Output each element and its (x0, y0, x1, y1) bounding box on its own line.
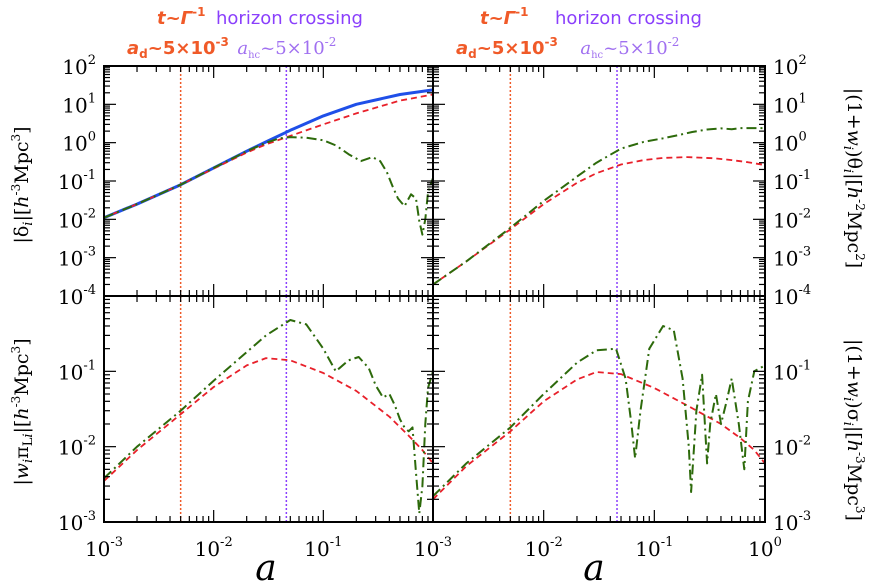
y-tick-label: 100 (773, 130, 807, 156)
y-tick-label: 101 (773, 91, 807, 117)
panel-frame-bottom-right (432, 295, 766, 523)
series-matter-bottom-right (433, 371, 765, 500)
svg-text:ad~5×10-3 ahc~5×10-2: ad~5×10-3 ahc~5×10-2 (127, 30, 336, 61)
y-tick-label: 10-1 (773, 358, 811, 384)
x-tick-label: 10-2 (195, 535, 233, 561)
series-matter-top-right (433, 156, 765, 286)
series-matter-top-left (104, 93, 433, 219)
svg-text:t~Γ-1 horizon crossing: t~Γ-1 horizon crossing (480, 0, 702, 29)
y-tick-label: 10-2 (773, 434, 811, 460)
y-tick-label: 10-2 (773, 206, 811, 232)
y-tick-label: 10-4 (773, 283, 811, 309)
decay-time-label: t~Γ (157, 8, 194, 29)
panel-bottom-left: 10-1 10-2 10-3 (58, 295, 434, 535)
xlabel-left: a (255, 548, 276, 587)
panel-frame-top-left (103, 65, 434, 297)
series-total-top-left (104, 88, 433, 220)
panel-top-right: 102 101 100 10-1 10-2 10-3 10-4 (432, 53, 811, 309)
plot-layer: 10210110010-110-210-310-410210110010-110… (58, 53, 811, 561)
series-matter-bottom-left (104, 357, 433, 482)
panel-bottom-right: 10-1 10-2 10-3 (432, 295, 811, 535)
y-tick-label: 102 (773, 53, 807, 79)
y-tick-label: 10-3 (58, 245, 96, 271)
y-tick-label: 10-1 (58, 358, 96, 384)
ylabel-top-left: |δi|[h-3Mpc3] (9, 126, 36, 243)
horizon-crossing-label: horizon crossing (216, 8, 363, 29)
x-tick-label: 10-3 (85, 535, 123, 561)
x-tick-label: 10-1 (635, 535, 673, 561)
x-tick-label: 10-2 (525, 535, 563, 561)
annotation-right: t~Γ-1 horizon crossing ad~5×10-3 ahc~5×1… (456, 0, 702, 61)
ylabel-bottom-right: |(1+wi)σi|[h-3Mpc3] (840, 339, 867, 521)
annotation-left: t~Γ-1 horizon crossing ad~5×10-3 ahc~5×1… (127, 0, 363, 61)
series-dark_radiation-top-left (104, 136, 433, 236)
x-tick-label: 10-3 (414, 535, 452, 561)
y-tick-label: 102 (62, 53, 96, 79)
panel-top-left: 102 101 100 10-1 10-2 10-3 10-4 (58, 53, 434, 309)
xlabel-right: a (583, 548, 604, 587)
svg-text:t~Γ-1 horizon crossing: t~Γ-1 horizon crossing (157, 0, 363, 29)
x-tick-label: 100 (748, 535, 782, 561)
y-tick-label: 100 (62, 130, 96, 156)
series-dark_radiation-bottom-left (104, 319, 433, 515)
y-tick-label: 10-2 (58, 206, 96, 232)
panel-frame-top-right (432, 65, 766, 297)
ylabel-bottom-left: |wiπLi|[h-3Mpc3] (9, 338, 36, 485)
y-tick-label: 10-1 (773, 168, 811, 194)
y-tick-label: 10-1 (58, 168, 96, 194)
y-tick-label: 10-3 (773, 509, 811, 535)
y-tick-label: 101 (62, 91, 96, 117)
panel-frame-bottom-left (103, 295, 434, 523)
y-tick-label: 10-3 (773, 245, 811, 271)
svg-text:ad~5×10-3 ahc~5×10-2: ad~5×10-3 ahc~5×10-2 (456, 30, 679, 61)
ylabel-top-right: |(1+wi)θi|[h-2Mpc2] (840, 88, 867, 268)
series-dark_radiation-bottom-right (433, 325, 765, 497)
y-tick-label: 10-3 (58, 509, 96, 535)
decay-time-sup: -1 (192, 5, 205, 19)
series-dark_radiation-top-right (433, 127, 765, 286)
x-tick-label: 10-1 (304, 535, 342, 561)
y-tick-label: 10-2 (58, 434, 96, 460)
y-tick-label: 10-4 (58, 283, 96, 309)
